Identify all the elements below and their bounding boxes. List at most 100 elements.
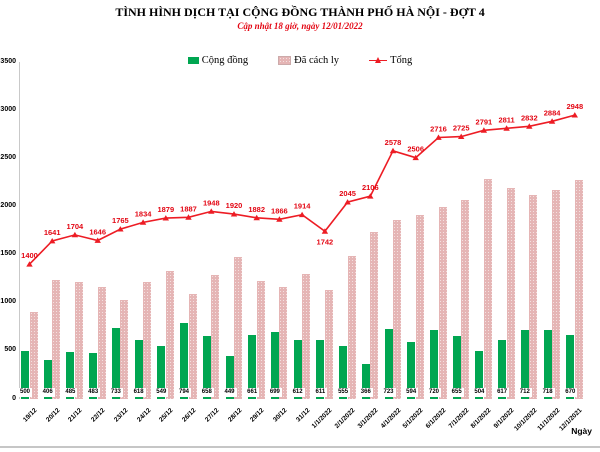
bar-value-label: 658 [199, 388, 214, 397]
legend-item-total: Tổng [369, 55, 412, 66]
line-value-label: 1641 [44, 228, 61, 237]
bar-cong-dong [339, 345, 348, 399]
line-value-label: 2045 [339, 189, 356, 198]
bar-value-label: 712 [517, 388, 532, 397]
line-marker-icon [367, 193, 374, 199]
bar-cong-dong [111, 328, 120, 399]
page-subtitle: Cập nhật 18 giờ, ngày 12/01/2022 [237, 21, 363, 31]
bar-value-label: 618 [131, 388, 146, 397]
bar-value-label: 655 [449, 388, 464, 397]
line-value-label: 1887 [180, 204, 197, 213]
bar-cong-dong [384, 329, 393, 399]
bar-cong-dong [566, 334, 575, 399]
bar-cong-dong [498, 339, 507, 399]
bar-da-cach-ly [74, 281, 83, 399]
legend-quarantine-label: Đã cách ly [294, 54, 340, 66]
line-marker-icon [139, 219, 147, 225]
bar-da-cach-ly [256, 281, 265, 399]
total-line-swatch-icon [369, 57, 388, 64]
y-axis-label: 3000 [0, 105, 16, 113]
bar-cong-dong [202, 335, 211, 399]
line-marker-icon [298, 211, 306, 218]
legend-community-label: Cộng đồng [201, 54, 249, 66]
line-value-label: 2106 [362, 183, 379, 192]
bar-value-label: 670 [563, 388, 578, 397]
line-marker-icon [208, 208, 215, 214]
line-marker-icon [321, 228, 329, 234]
line-value-label: 1882 [248, 205, 265, 214]
bar-da-cach-ly [234, 257, 242, 399]
bar-value-label: 500 [18, 388, 32, 397]
y-axis-label: 3500 [0, 57, 16, 65]
bar-da-cach-ly [165, 270, 174, 399]
y-axis-label: 500 [4, 346, 16, 354]
legend-item-quarantine: Đã cách ly [278, 55, 339, 66]
line-value-label: 1646 [89, 228, 106, 237]
line-value-label: 2811 [498, 115, 514, 124]
bar-da-cach-ly [506, 187, 515, 399]
bar-value-label: 612 [290, 388, 305, 397]
line-value-label: 1879 [157, 205, 174, 214]
bar-da-cach-ly [302, 273, 311, 399]
bar-cong-dong [407, 341, 416, 399]
bar-da-cach-ly [370, 231, 379, 399]
bar-cong-dong [316, 340, 325, 399]
line-marker-icon [458, 133, 465, 139]
line-value-label: 2832 [521, 113, 538, 122]
line-value-label: 2506 [407, 145, 424, 154]
bar-cong-dong [293, 340, 302, 399]
bar-da-cach-ly [211, 274, 220, 399]
bar-cong-dong [21, 350, 29, 399]
bar-da-cach-ly [29, 312, 38, 399]
line-value-label: 1920 [226, 201, 243, 210]
line-marker-icon [435, 134, 442, 140]
line-value-label: 2948 [566, 102, 583, 111]
bar-value-label: 485 [63, 388, 78, 397]
line-marker-icon [503, 125, 510, 131]
bar-da-cach-ly [552, 190, 561, 399]
line-marker-icon [548, 118, 556, 124]
bar-da-cach-ly [461, 199, 470, 399]
community-swatch-icon [187, 56, 199, 64]
page-title: TÌNH HÌNH DỊCH TẠI CỘNG ĐỒNG THÀNH PHỐ H… [115, 5, 485, 19]
bar-value-label: 720 [427, 388, 441, 397]
bar-da-cach-ly [143, 281, 152, 399]
bar-value-label: 723 [381, 388, 396, 397]
bar-value-label: 449 [222, 388, 237, 397]
bar-cong-dong [543, 329, 552, 399]
line-value-label: 1834 [135, 209, 153, 218]
bar-value-label: 718 [540, 388, 555, 397]
line-value-label: 2884 [544, 108, 562, 117]
bar-da-cach-ly [483, 178, 492, 399]
line-marker-icon [117, 226, 124, 232]
line-marker-icon [389, 147, 397, 154]
line-marker-icon [276, 216, 283, 222]
bar-value-label: 794 [177, 388, 191, 397]
bar-da-cach-ly [415, 214, 424, 399]
y-axis-label: 0 [12, 394, 16, 402]
line-marker-icon [162, 215, 169, 221]
bar-da-cach-ly [529, 194, 538, 399]
bar-da-cach-ly [347, 255, 356, 399]
bar-cong-dong [248, 335, 257, 399]
line-value-label: 1704 [67, 222, 85, 231]
bar-da-cach-ly [120, 299, 129, 399]
bar-value-label: 733 [108, 388, 123, 397]
bar-da-cach-ly [324, 290, 333, 399]
legend-total-label: Tổng [390, 54, 413, 66]
bar-cong-dong [43, 359, 52, 399]
bar-cong-dong [89, 352, 98, 399]
bottom-divider [0, 446, 600, 448]
y-axis-label: 1500 [0, 250, 16, 258]
bar-da-cach-ly [393, 220, 401, 399]
total-line [28, 114, 576, 265]
bar-cong-dong [66, 352, 75, 399]
bar-value-label: 661 [245, 388, 260, 397]
line-value-label: 2578 [385, 138, 402, 147]
line-marker-icon [526, 123, 533, 129]
line-value-label: 1765 [112, 216, 129, 225]
y-axis-line [18, 62, 20, 399]
bar-da-cach-ly [574, 179, 583, 399]
bar-value-label: 594 [404, 388, 419, 397]
